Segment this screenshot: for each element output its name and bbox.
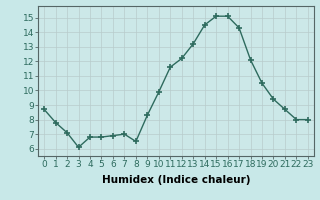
X-axis label: Humidex (Indice chaleur): Humidex (Indice chaleur) — [102, 175, 250, 185]
